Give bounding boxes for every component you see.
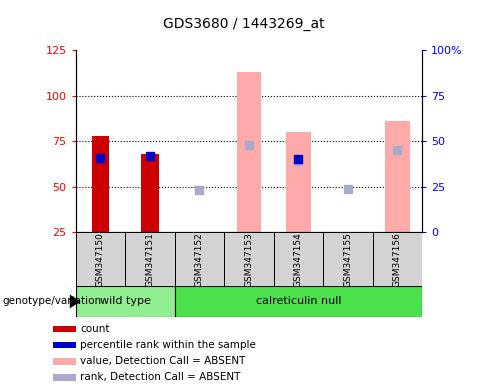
Bar	[92, 136, 109, 232]
Bar	[336, 232, 360, 273]
Text: count: count	[81, 324, 110, 334]
Text: GSM347150: GSM347150	[96, 232, 105, 286]
Bar	[187, 232, 212, 273]
Bar	[175, 232, 224, 286]
Point	[196, 187, 203, 194]
Point	[97, 154, 104, 161]
Text: GSM347152: GSM347152	[195, 232, 204, 286]
Bar	[237, 72, 261, 232]
Text: GSM347151: GSM347151	[145, 232, 154, 286]
Bar	[125, 232, 175, 286]
Point	[344, 185, 352, 192]
Text: genotype/variation: genotype/variation	[2, 296, 102, 306]
Bar	[286, 132, 311, 232]
Bar	[323, 232, 373, 286]
Bar	[53, 326, 76, 332]
Text: wild type: wild type	[100, 296, 151, 306]
Point	[146, 153, 154, 159]
Text: GSM347153: GSM347153	[244, 232, 253, 286]
Text: calreticulin null: calreticulin null	[256, 296, 341, 306]
Bar	[76, 232, 125, 286]
Text: percentile rank within the sample: percentile rank within the sample	[81, 340, 256, 350]
Text: value, Detection Call = ABSENT: value, Detection Call = ABSENT	[81, 356, 246, 366]
Point	[245, 142, 253, 148]
Text: GSM347155: GSM347155	[344, 232, 352, 286]
Point	[393, 147, 401, 153]
Bar	[141, 154, 159, 232]
Text: GSM347154: GSM347154	[294, 232, 303, 286]
Point	[294, 158, 302, 164]
Bar	[53, 374, 76, 381]
Bar	[373, 232, 422, 286]
Text: GDS3680 / 1443269_at: GDS3680 / 1443269_at	[163, 17, 325, 31]
Bar	[224, 232, 274, 286]
Bar	[175, 286, 422, 317]
Bar	[76, 286, 175, 317]
Text: GSM347156: GSM347156	[393, 232, 402, 286]
Bar	[53, 342, 76, 348]
Bar	[53, 358, 76, 364]
Text: rank, Detection Call = ABSENT: rank, Detection Call = ABSENT	[81, 372, 241, 382]
Point	[294, 156, 302, 162]
Bar	[385, 121, 410, 232]
Bar	[274, 232, 323, 286]
